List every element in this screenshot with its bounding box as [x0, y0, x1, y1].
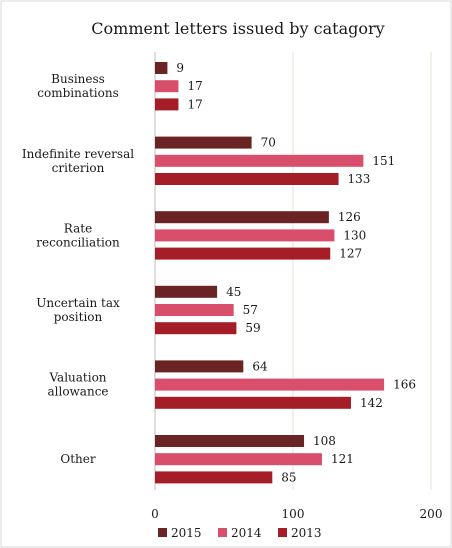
data-label: 133: [348, 172, 371, 186]
bar-2013: [155, 396, 351, 409]
data-label: 166: [393, 378, 416, 392]
x-tick-label: 100: [282, 507, 305, 521]
legend-label-2015: 2015: [171, 526, 202, 540]
data-label: 59: [245, 321, 260, 335]
bar-2014: [155, 154, 364, 167]
bar-2015: [155, 285, 218, 298]
bar-2013: [155, 247, 331, 260]
data-label: 121: [331, 452, 354, 466]
category-label: Other: [60, 452, 95, 466]
data-label: 108: [313, 434, 336, 448]
category-labels: Business combinations Indefinite reversal c…: [22, 72, 134, 466]
category-label: Uncertain tax position: [36, 296, 120, 324]
data-label: 9: [176, 61, 184, 75]
bar-2014: [155, 80, 179, 93]
bar-2014: [155, 378, 385, 391]
data-label: 64: [252, 359, 268, 373]
grid-lines: [154, 52, 432, 490]
legend-swatch-2015: [158, 528, 167, 537]
data-label: 142: [360, 396, 383, 410]
chart-title: Comment letters issued by catagory: [91, 19, 384, 38]
bar-2015: [155, 360, 244, 373]
data-label: 57: [243, 303, 258, 317]
category-label: Business combinations: [37, 72, 119, 100]
data-label: 17: [187, 79, 202, 93]
bar-2015: [155, 211, 329, 224]
bars: [155, 62, 385, 484]
legend-swatch-2013: [278, 528, 287, 537]
legend-label-2013: 2013: [291, 526, 322, 540]
bar-2015: [155, 62, 168, 74]
data-label: 17: [187, 97, 202, 111]
data-label: 45: [226, 285, 241, 299]
bar-2014: [155, 453, 322, 466]
data-labels: 9171770151133126130127455759641661421081…: [176, 61, 416, 484]
category-label: Rate reconciliation: [36, 221, 120, 249]
data-label: 85: [281, 470, 296, 484]
data-label: 130: [343, 228, 366, 242]
bar-2014: [155, 229, 335, 242]
bar-2015: [155, 136, 252, 149]
legend: 2015 2014 2013: [158, 526, 322, 540]
data-label: 126: [338, 210, 361, 224]
x-tick-label: 0: [151, 507, 159, 521]
legend-label-2014: 2014: [231, 526, 262, 540]
bar-2013: [155, 173, 339, 185]
bar-2013: [155, 322, 237, 335]
bar-2014: [155, 304, 234, 316]
bar-2013: [155, 471, 273, 484]
data-label: 127: [339, 247, 362, 261]
bar-2013: [155, 98, 179, 111]
category-label: Indefinite reversal criterion: [22, 147, 134, 175]
x-tick-label: 200: [420, 507, 443, 521]
bar-2015: [155, 435, 305, 447]
category-label: Valuation allowance: [47, 371, 108, 399]
data-label: 70: [261, 136, 276, 150]
x-axis-tick-labels: 0 100 200: [151, 507, 442, 521]
data-label: 151: [372, 154, 395, 168]
legend-swatch-2014: [218, 528, 227, 537]
